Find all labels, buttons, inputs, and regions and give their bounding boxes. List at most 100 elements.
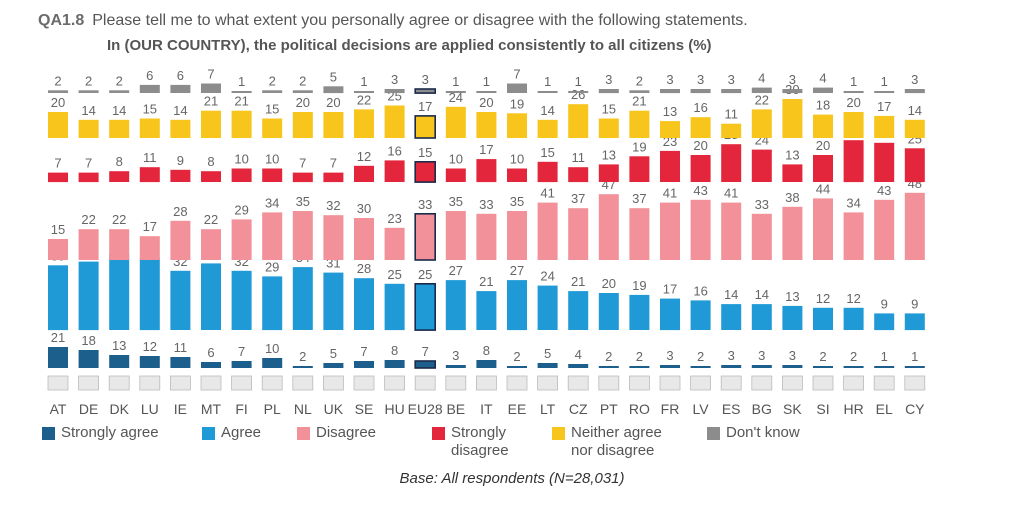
flag-icon-hr [843,375,864,391]
bar-disagree-hu [384,227,405,260]
bar-strongly-disagree-it [476,159,497,183]
label-strongly-agree-pt: 2 [605,349,612,364]
label-strongly-disagree-sk: 13 [785,147,799,162]
category-label-nl: NL [294,401,312,417]
question-header: QA1.8 Please tell me to what extent you p… [38,12,748,30]
label-agree-ee: 27 [510,263,524,278]
label-agree-eu28: 25 [418,267,432,282]
label-disagree-eu28: 33 [418,197,432,212]
label-don-t-know-si: 4 [819,71,826,86]
bar-agree-be [445,280,466,331]
category-label-si: SI [816,401,829,417]
bar-agree-mt [201,263,221,330]
bar-strongly-agree-el [874,366,895,368]
label-agree-lv: 16 [693,283,707,298]
label-strongly-agree-lt: 5 [544,346,551,361]
bar-don-t-know-si [813,87,833,93]
stacked-bar-chart: 2135157202AT1837227142DE1341228142DK1239… [47,67,926,417]
bar-disagree-el [874,199,895,260]
label-neither-agree-nor-disagree-hr: 20 [846,95,860,110]
bar-strongly-disagree-hu [384,160,405,182]
label-strongly-agree-lv: 2 [697,349,704,364]
bar-don-t-know-cy [904,89,925,94]
label-neither-agree-nor-disagree-se: 22 [357,92,371,107]
bar-don-t-know-eu28 [414,88,437,94]
label-agree-cz: 21 [571,274,585,289]
label-don-t-know-es: 3 [728,72,735,87]
label-strongly-agree-cz: 4 [575,347,582,362]
label-strongly-disagree-si: 20 [816,138,830,153]
category-label-cz: CZ [569,401,588,417]
label-strongly-agree-el: 1 [881,349,888,364]
bar-don-t-know-es [721,89,742,94]
label-strongly-disagree-eu28: 15 [418,145,432,160]
label-disagree-sk: 38 [785,190,799,205]
legend-item-strongly-agree: Strongly agree [42,424,202,460]
bar-agree-nl [292,267,313,330]
label-neither-agree-nor-disagree-uk: 20 [326,95,340,110]
bar-strongly-disagree-be [445,168,466,182]
bar-agree-ee [507,280,527,331]
bar-disagree-mt [201,229,221,260]
bar-agree-fi [231,270,252,330]
label-neither-agree-nor-disagree-fi: 21 [234,94,248,109]
bar-neither-agree-nor-disagree-ee [507,113,527,138]
label-don-t-know-it: 1 [483,74,490,89]
bar-don-t-know-mt [201,83,221,93]
bar-disagree-at [48,239,68,260]
bar-neither-agree-nor-disagree-hr [843,112,864,138]
label-neither-agree-nor-disagree-cy: 14 [908,103,922,118]
bar-disagree-uk [323,215,344,260]
bar-strongly-disagree-at [48,172,68,183]
label-disagree-el: 43 [877,183,891,198]
label-disagree-es: 41 [724,186,738,201]
bar-strongly-agree-uk [323,363,344,368]
label-strongly-disagree-uk: 7 [330,156,337,171]
bar-neither-agree-nor-disagree-it [476,112,497,138]
flag-icon-fi [231,375,253,391]
bar-don-t-know-bg [751,87,772,93]
label-neither-agree-nor-disagree-es: 11 [724,107,738,122]
label-strongly-agree-dk: 13 [112,338,126,353]
flag-icon-ro [629,375,650,391]
bar-strongly-disagree-lv [690,155,711,182]
bar-don-t-know-lu [139,84,160,93]
bar-don-t-know-fr [660,89,680,94]
label-agree-be: 27 [449,263,463,278]
label-disagree-de: 22 [81,212,95,227]
bar-don-t-know-uk [323,86,344,94]
bar-neither-agree-nor-disagree-si [813,114,833,138]
bar-disagree-lv [690,199,711,260]
bar-agree-si [813,307,833,330]
flag-icon-eu28 [414,375,436,391]
bar-disagree-eu28 [414,213,437,261]
label-strongly-agree-eu28: 7 [422,344,429,359]
label-disagree-lu: 17 [143,219,157,234]
label-disagree-ee: 35 [510,194,524,209]
bar-strongly-disagree-eu28 [414,161,437,183]
bar-don-t-know-hu [384,89,405,94]
label-strongly-agree-fr: 3 [666,348,673,363]
bar-don-t-know-hr [843,91,864,93]
bar-disagree-pl [262,212,283,260]
label-disagree-uk: 32 [326,198,340,213]
bar-neither-agree-nor-disagree-be [445,106,466,138]
category-label-lv: LV [693,401,710,417]
label-agree-lt: 24 [540,269,554,284]
bar-agree-se [354,278,374,330]
category-label-bg: BG [752,401,772,417]
bar-neither-agree-nor-disagree-hu [384,105,405,138]
label-strongly-agree-ee: 2 [513,349,520,364]
label-don-t-know-be: 1 [452,74,459,89]
label-strongly-agree-uk: 5 [330,346,337,361]
label-neither-agree-nor-disagree-cz: 26 [571,87,585,102]
bar-disagree-hr [843,212,864,260]
bar-strongly-agree-de [78,350,99,368]
label-strongly-agree-se: 7 [360,344,367,359]
bar-disagree-fr [660,202,680,260]
bar-agree-fr [660,298,680,331]
bar-don-t-know-lv [690,89,711,94]
category-label-fr: FR [661,401,680,417]
label-disagree-bg: 33 [755,197,769,212]
category-label-cy: CY [905,401,925,417]
